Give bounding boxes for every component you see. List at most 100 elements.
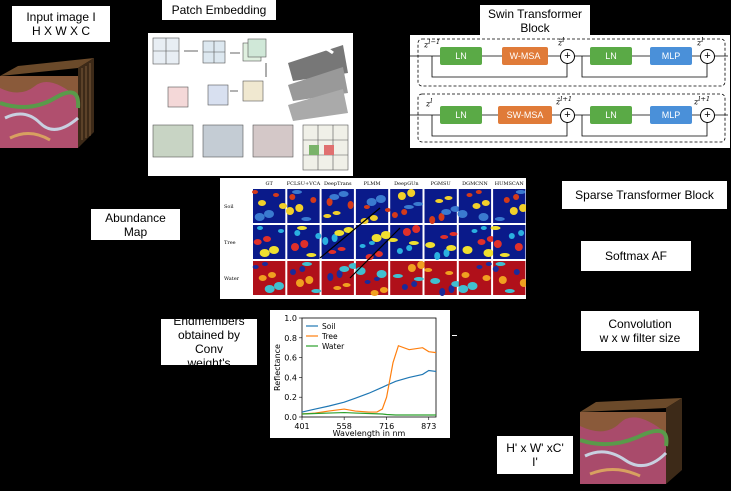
method-header: HUMSCAN bbox=[495, 181, 525, 187]
endmember-chart: 0.0 0.2 0.4 0.6 0.8 1.0 401 558 716 873 Wavelength… bbox=[270, 310, 450, 438]
abundance-patch bbox=[355, 267, 366, 275]
legend-label: Water bbox=[322, 342, 345, 351]
z-label-1: zl−1 bbox=[424, 38, 441, 50]
abundance-patch bbox=[457, 210, 468, 218]
abundance-patch bbox=[490, 226, 501, 230]
abundance-patch bbox=[401, 209, 408, 215]
abundance-patch bbox=[446, 245, 457, 251]
abundance-patch bbox=[449, 232, 458, 236]
abundance-patch bbox=[495, 262, 506, 266]
abundance-patch bbox=[392, 274, 403, 278]
abundance-patch bbox=[269, 246, 279, 254]
abundance-patch bbox=[494, 217, 505, 221]
y-tick-label: 0.0 bbox=[284, 413, 297, 422]
abundance-patch bbox=[425, 242, 436, 248]
abundance-patch bbox=[334, 230, 345, 236]
annotation-arrow bbox=[349, 227, 401, 279]
softmax-label: Softmax AF bbox=[581, 241, 691, 271]
abundance-patch bbox=[338, 191, 349, 197]
x-tick-label: 873 bbox=[421, 422, 436, 431]
abundance-patch bbox=[417, 261, 426, 269]
abundance-patch bbox=[445, 271, 454, 275]
abundance-patch bbox=[461, 272, 470, 278]
sparse-transformer-label: Sparse Transformer Block bbox=[562, 181, 727, 209]
abundance-patch bbox=[518, 230, 525, 236]
abundance-patch bbox=[337, 247, 346, 251]
abundance-patch bbox=[299, 266, 306, 272]
abundance-patch bbox=[274, 282, 284, 290]
row-label: Soil bbox=[224, 204, 234, 210]
abundance-patch bbox=[252, 265, 259, 269]
abundance-patch bbox=[315, 233, 322, 239]
swin-transformer-diagram: zl−1 ẑl zl zl ẑl+1 zl+1 LN W-MSA + LN ML… bbox=[410, 35, 730, 148]
x-tick-label: 558 bbox=[337, 422, 352, 431]
plot-frame bbox=[301, 317, 437, 418]
abundance-patch bbox=[477, 239, 486, 245]
abundance-patch bbox=[289, 194, 296, 200]
abundance-patch bbox=[279, 203, 287, 209]
abundance-patch bbox=[379, 287, 388, 293]
abundance-patch bbox=[466, 193, 473, 197]
abundance-patch bbox=[336, 270, 343, 278]
abundance-patch bbox=[369, 215, 378, 221]
method-header: DeepTrans bbox=[324, 181, 352, 187]
abundance-patch bbox=[376, 270, 387, 278]
abundance-patch bbox=[252, 190, 258, 194]
abundance-patch bbox=[513, 269, 520, 275]
abundance-patch bbox=[407, 189, 416, 197]
abundance-patch bbox=[296, 279, 304, 287]
method-header: PLMM bbox=[364, 181, 381, 187]
abundance-patch bbox=[364, 280, 371, 284]
abundance-patch bbox=[257, 226, 263, 230]
abundance-patch bbox=[515, 190, 526, 194]
abundance-patch bbox=[329, 194, 340, 200]
abundance-patch bbox=[430, 278, 441, 284]
sw-msa-block: SW-MSA bbox=[498, 106, 552, 124]
abundance-patch bbox=[371, 234, 382, 242]
abundance-patch bbox=[328, 250, 337, 254]
legend-label: Tree bbox=[321, 332, 338, 341]
abundance-patch bbox=[363, 205, 370, 209]
abundance-patch bbox=[475, 190, 482, 194]
abundance-patch bbox=[443, 249, 450, 257]
endmembers-label: Endmembers obtained by Conv weight's bbox=[161, 314, 257, 370]
abundance-patch bbox=[513, 194, 520, 200]
y-tick-label: 0.2 bbox=[284, 393, 297, 402]
output-cube-image bbox=[580, 398, 682, 484]
y-axis-label: Reflectance bbox=[273, 344, 282, 391]
abundance-patch bbox=[440, 235, 449, 239]
convolution-label: Convolution w x w filter size bbox=[581, 311, 699, 351]
w-msa-block: W-MSA bbox=[502, 47, 548, 65]
ln-block-3: LN bbox=[440, 106, 482, 124]
abundance-patch bbox=[508, 233, 515, 239]
abundance-patch bbox=[486, 236, 495, 242]
abundance-patch bbox=[403, 205, 414, 209]
abundance-patch bbox=[273, 193, 279, 197]
abundance-patch bbox=[402, 228, 411, 236]
add-node-4: + bbox=[700, 108, 715, 123]
abundance-patch bbox=[503, 197, 510, 203]
abundance-patch bbox=[302, 262, 312, 266]
abundance-maps-figure: GT FCLSU+VCA DeepTrans PLMM DeepGUn PGMSU DGMC… bbox=[220, 178, 526, 299]
abundance-patch bbox=[322, 237, 329, 245]
abundance-patch bbox=[333, 286, 342, 290]
abundance-patch bbox=[370, 290, 379, 296]
abundance-patch bbox=[297, 226, 307, 230]
abundance-patch bbox=[373, 277, 380, 281]
abundance-patch bbox=[467, 282, 478, 290]
swin-transformer-label: Swin Transformer Block bbox=[480, 5, 590, 36]
z-label-5: ẑl+1 bbox=[556, 95, 573, 107]
abundance-patch bbox=[429, 216, 436, 224]
annotation-arrow bbox=[319, 207, 381, 259]
abundance-patch bbox=[458, 285, 469, 293]
abundance-patch bbox=[448, 285, 455, 293]
abundance-patch bbox=[291, 243, 299, 251]
abundance-patch bbox=[343, 227, 354, 233]
abundance-patch bbox=[504, 289, 515, 293]
abundance-patch bbox=[435, 199, 444, 203]
abundance-patch bbox=[310, 197, 317, 203]
abundance-patch bbox=[413, 202, 424, 206]
abundance-patch bbox=[327, 273, 334, 281]
abundance-patch bbox=[268, 272, 276, 278]
abundance-patch bbox=[492, 266, 499, 272]
